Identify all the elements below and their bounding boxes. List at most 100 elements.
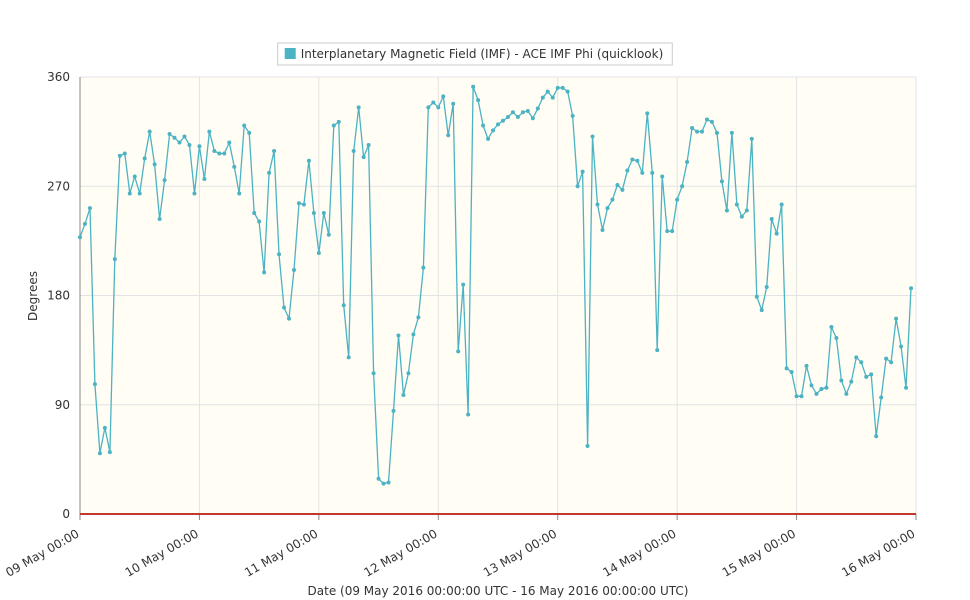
point xyxy=(724,208,729,213)
point xyxy=(695,129,700,134)
point xyxy=(744,208,749,213)
point xyxy=(351,149,356,154)
point xyxy=(754,294,759,299)
point xyxy=(187,142,192,147)
point xyxy=(242,123,247,128)
point xyxy=(879,395,884,400)
point xyxy=(714,130,719,135)
point xyxy=(202,176,207,181)
point xyxy=(605,206,610,211)
x-tick-label: 09 May 00:00 xyxy=(3,526,81,579)
point xyxy=(515,115,520,120)
point xyxy=(496,122,500,127)
point xyxy=(102,425,107,430)
point xyxy=(685,159,690,164)
point xyxy=(645,111,650,116)
y-tick-label: 360 xyxy=(47,70,70,84)
point xyxy=(182,134,187,139)
point xyxy=(282,305,287,310)
point xyxy=(615,183,620,188)
point xyxy=(267,170,272,175)
x-tick-label: 13 May 00:00 xyxy=(481,526,559,579)
point xyxy=(660,174,665,179)
y-tick-label: 0 xyxy=(62,507,70,521)
point xyxy=(829,325,834,330)
point xyxy=(476,98,481,103)
point xyxy=(560,85,565,90)
point xyxy=(222,151,227,156)
point xyxy=(520,110,525,115)
point xyxy=(864,374,869,379)
point xyxy=(461,282,466,287)
point xyxy=(859,360,864,365)
point xyxy=(162,178,167,183)
point xyxy=(764,285,769,290)
point xyxy=(655,348,660,353)
y-tick-label: 90 xyxy=(55,398,70,412)
point xyxy=(311,210,316,215)
y-tick-label: 180 xyxy=(47,289,70,303)
point xyxy=(849,379,854,384)
point xyxy=(87,206,92,211)
point xyxy=(277,252,282,257)
point xyxy=(406,371,411,376)
point xyxy=(381,481,386,486)
point xyxy=(306,158,311,163)
point xyxy=(824,385,829,390)
point xyxy=(177,140,182,145)
point xyxy=(909,286,914,291)
point xyxy=(491,128,496,133)
point xyxy=(899,344,904,349)
point xyxy=(112,257,117,262)
point xyxy=(316,251,321,256)
point xyxy=(749,136,754,141)
point xyxy=(486,136,491,141)
x-tick-label: 16 May 00:00 xyxy=(839,526,917,579)
point xyxy=(197,144,202,149)
point xyxy=(665,229,670,234)
point xyxy=(904,385,909,390)
point xyxy=(341,303,346,308)
point xyxy=(570,113,575,118)
point xyxy=(451,101,456,106)
y-axis-title: Degrees xyxy=(26,271,40,321)
point xyxy=(839,378,844,383)
point xyxy=(262,270,267,275)
point xyxy=(640,170,645,175)
point xyxy=(854,355,859,360)
point xyxy=(719,179,724,184)
point xyxy=(590,134,595,139)
point xyxy=(97,451,102,456)
point xyxy=(680,184,685,189)
point xyxy=(500,118,505,123)
x-tick-label: 10 May 00:00 xyxy=(123,526,201,579)
point xyxy=(575,184,580,189)
point xyxy=(799,394,804,399)
point xyxy=(207,129,212,134)
point xyxy=(157,217,162,222)
point xyxy=(739,214,744,219)
point xyxy=(336,119,341,124)
point xyxy=(814,391,819,396)
point xyxy=(391,408,396,413)
point xyxy=(505,115,510,120)
point xyxy=(137,191,142,196)
point xyxy=(540,95,545,100)
point xyxy=(595,202,600,207)
point xyxy=(774,231,779,236)
point xyxy=(396,333,401,338)
point xyxy=(326,232,331,237)
point xyxy=(834,335,839,340)
legend-box xyxy=(277,42,673,66)
point xyxy=(550,95,555,100)
point xyxy=(122,151,127,156)
point xyxy=(78,235,82,240)
point xyxy=(620,187,625,192)
point xyxy=(107,450,112,455)
point xyxy=(471,84,476,89)
point xyxy=(889,360,894,365)
point xyxy=(272,149,277,154)
point xyxy=(510,110,515,115)
point xyxy=(366,142,371,147)
point xyxy=(142,156,147,161)
